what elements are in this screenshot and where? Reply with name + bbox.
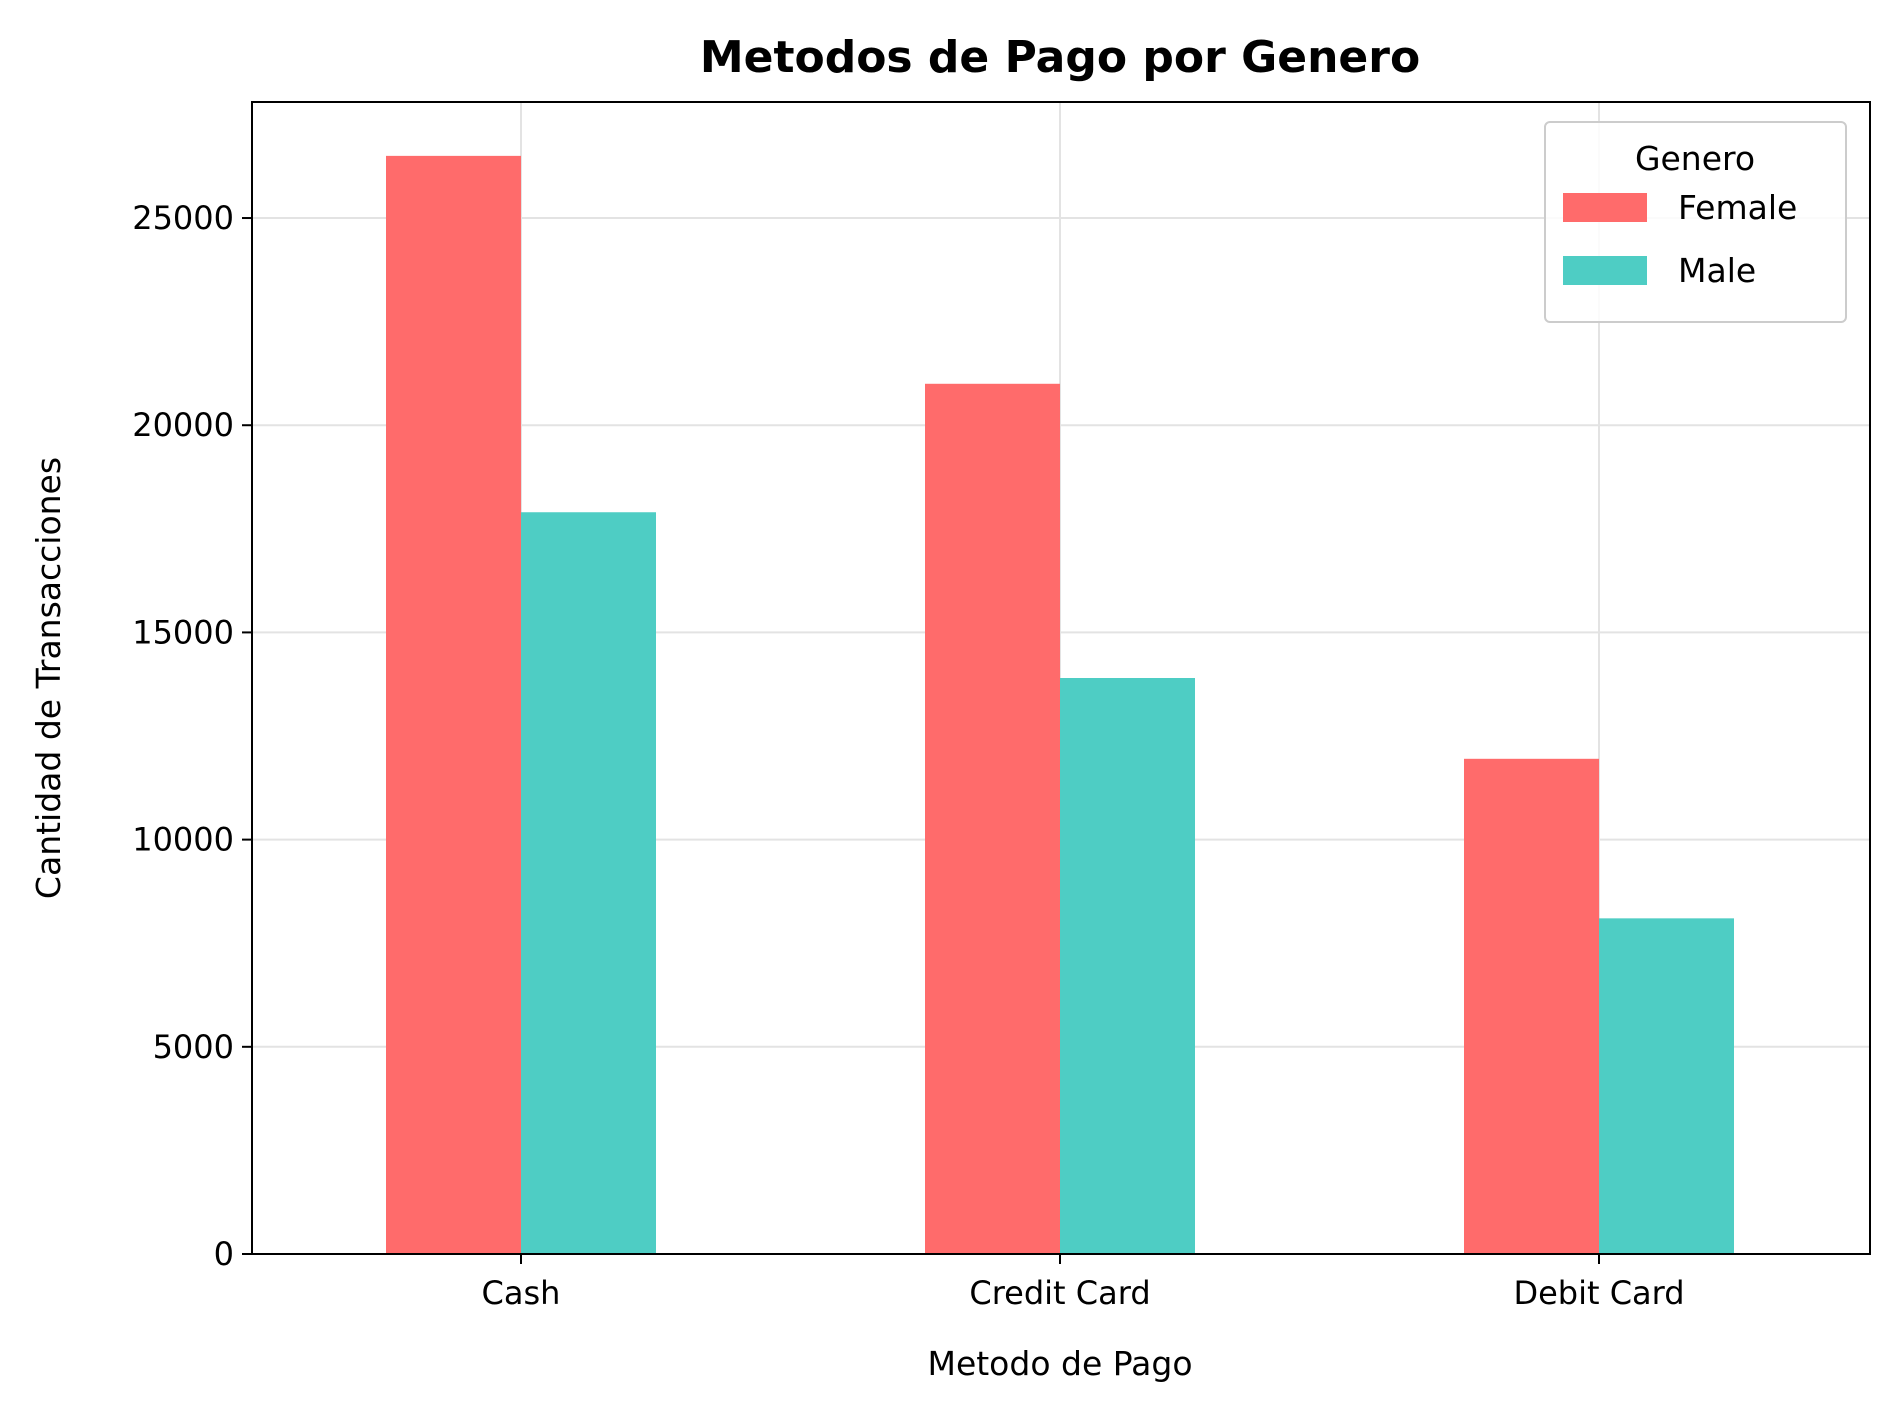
y-tick-label: 20000	[132, 406, 234, 444]
bar-female-debit-card	[1464, 758, 1599, 1254]
legend-title: Genero	[1635, 139, 1755, 178]
y-tick-label: 10000	[132, 821, 234, 859]
bar-male-debit-card	[1599, 918, 1734, 1254]
bar-female-credit-card	[925, 383, 1060, 1254]
legend-swatch-male	[1563, 256, 1647, 285]
x-tick-label: Credit Card	[969, 1274, 1150, 1312]
x-axis-ticks: Cash Credit Card Debit Card	[482, 1254, 1685, 1312]
x-tick-label: Debit Card	[1513, 1274, 1684, 1312]
chart-title: Metodos de Pago por Genero	[700, 32, 1420, 83]
x-axis-label: Metodo de Pago	[927, 1344, 1192, 1383]
y-tick-label: 5000	[153, 1028, 234, 1066]
y-tick-label: 25000	[132, 199, 234, 237]
legend-label-male: Male	[1678, 251, 1756, 290]
bar-male-cash	[521, 512, 656, 1254]
legend-label-female: Female	[1678, 188, 1797, 227]
bar-male-credit-card	[1060, 678, 1195, 1254]
bars	[386, 155, 1734, 1255]
x-tick-label: Cash	[482, 1274, 561, 1312]
y-axis-label: Cantidad de Transacciones	[29, 457, 68, 899]
legend-swatch-female	[1563, 193, 1647, 222]
legend: Genero Female Male	[1544, 121, 1847, 323]
y-tick-label: 0	[214, 1235, 234, 1273]
bar-female-cash	[386, 155, 521, 1255]
y-axis-ticks: 0 5000 10000 15000 20000 25000	[132, 199, 252, 1273]
y-tick-label: 15000	[132, 613, 234, 651]
